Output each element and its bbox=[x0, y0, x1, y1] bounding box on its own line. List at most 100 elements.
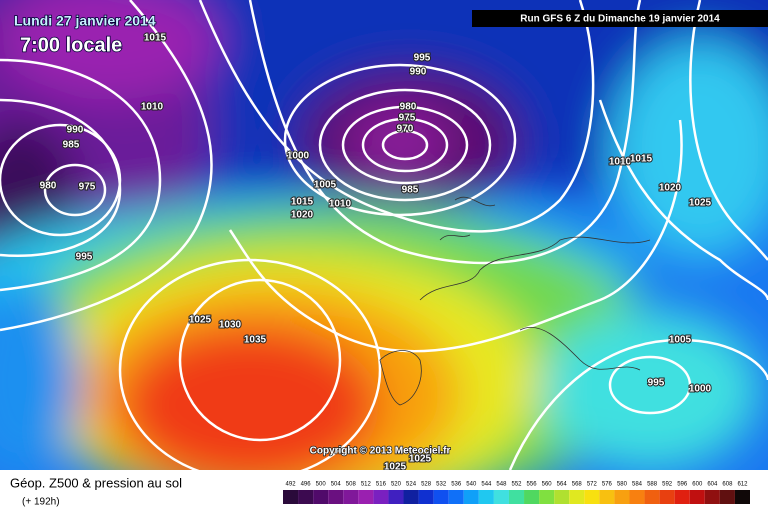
legend-value: 600 bbox=[692, 482, 703, 488]
isobar-label: 1025 bbox=[409, 454, 432, 465]
legend-swatch bbox=[539, 490, 555, 504]
isobar-label: 1015 bbox=[291, 197, 314, 208]
legend-value: 496 bbox=[301, 482, 312, 488]
legend-value: 564 bbox=[557, 482, 568, 488]
legend-value: 580 bbox=[617, 482, 628, 488]
isobar-label: 1020 bbox=[291, 210, 314, 221]
isobar-label: 970 bbox=[397, 124, 414, 135]
isobar-label: 1025 bbox=[689, 198, 712, 209]
isobar-label: 1005 bbox=[669, 335, 692, 346]
legend-value: 516 bbox=[376, 482, 387, 488]
legend-swatch bbox=[614, 490, 630, 504]
legend-value: 584 bbox=[632, 482, 643, 488]
legend-swatch bbox=[283, 490, 299, 504]
isobar-label: 980 bbox=[400, 102, 417, 113]
isobar-label: 1010 bbox=[141, 102, 164, 113]
legend-swatch bbox=[448, 490, 464, 504]
isobar-label: 1020 bbox=[659, 183, 682, 194]
legend-swatch bbox=[478, 490, 494, 504]
legend-swatch bbox=[719, 490, 735, 504]
isobar-label: 1030 bbox=[219, 320, 242, 331]
legend-swatch bbox=[418, 490, 434, 504]
isobar-label: 1010 bbox=[329, 199, 352, 210]
run-box bbox=[472, 10, 768, 27]
legend-swatch bbox=[493, 490, 509, 504]
legend-value: 528 bbox=[421, 482, 432, 488]
isobar-label: 975 bbox=[399, 113, 416, 124]
legend-value: 544 bbox=[481, 482, 492, 488]
legend-value: 540 bbox=[466, 482, 477, 488]
copyright: Copyright © 2013 Meteociel.fr bbox=[310, 446, 451, 457]
isobar-label: 1015 bbox=[144, 33, 167, 44]
legend-value: 612 bbox=[737, 482, 748, 488]
legend-value: 592 bbox=[662, 482, 673, 488]
legend-value: 520 bbox=[391, 482, 402, 488]
isobar-label: 985 bbox=[63, 140, 80, 151]
legend-swatch bbox=[373, 490, 389, 504]
isobar-label: 995 bbox=[648, 378, 665, 389]
isobars bbox=[0, 0, 768, 470]
legend-value: 560 bbox=[542, 482, 553, 488]
footer-title: Géop. Z500 & pression au sol bbox=[10, 475, 182, 490]
legend-swatch bbox=[734, 490, 750, 504]
legend-swatch bbox=[524, 490, 540, 504]
legend-value: 500 bbox=[316, 482, 327, 488]
isobar-label: 1035 bbox=[244, 335, 267, 346]
legend-swatch bbox=[704, 490, 720, 504]
isobar-label: 975 bbox=[79, 182, 96, 193]
lead-time: (+ 192h) bbox=[22, 497, 60, 508]
legend-swatch bbox=[554, 490, 570, 504]
legend-swatch bbox=[403, 490, 419, 504]
legend-value: 568 bbox=[572, 482, 583, 488]
isobar-label: 1025 bbox=[189, 315, 212, 326]
coastlines bbox=[379, 196, 651, 406]
legend-swatch bbox=[629, 490, 645, 504]
legend-swatch bbox=[674, 490, 690, 504]
legend-value: 524 bbox=[406, 482, 417, 488]
isobar-label: 980 bbox=[40, 181, 57, 192]
run-info: Run GFS 6 Z du Dimanche 19 janvier 2014 bbox=[520, 14, 720, 25]
isobar-label: 1010 bbox=[609, 157, 632, 168]
legend-swatch bbox=[644, 490, 660, 504]
color-legend: 492 496 500 504 508 512 516 520 524 528 532 536 540 5… bbox=[283, 482, 750, 504]
legend-value: 548 bbox=[496, 482, 507, 488]
legend-value: 532 bbox=[436, 482, 447, 488]
legend-value: 608 bbox=[722, 482, 733, 488]
legend-value: 504 bbox=[331, 482, 342, 488]
legend-swatch bbox=[508, 490, 525, 504]
legend-swatch bbox=[584, 490, 600, 504]
isobar-label: 1000 bbox=[689, 384, 712, 395]
isobar-label: 1025 bbox=[384, 462, 407, 473]
date: Lundi 27 janvier 2014 bbox=[14, 13, 156, 29]
legend-swatch bbox=[569, 490, 585, 504]
legend-value: 572 bbox=[587, 482, 598, 488]
isobar-label: 1015 bbox=[630, 154, 653, 165]
legend-value: 588 bbox=[647, 482, 658, 488]
isobar-label: 1005 bbox=[314, 180, 337, 191]
legend-swatch bbox=[358, 490, 374, 504]
legend-swatch bbox=[343, 490, 359, 504]
legend-swatch bbox=[313, 490, 329, 504]
legend-swatch bbox=[599, 490, 615, 504]
legend-swatch bbox=[463, 490, 479, 504]
isobar-label: 1000 bbox=[287, 151, 310, 162]
legend-swatch bbox=[388, 490, 404, 504]
legend-swatch bbox=[433, 490, 449, 504]
isobar-label: 995 bbox=[414, 53, 431, 64]
isobar-label: 995 bbox=[76, 252, 93, 263]
legend-value: 596 bbox=[677, 482, 688, 488]
legend-swatch bbox=[689, 490, 705, 504]
legend-value: 552 bbox=[511, 482, 522, 488]
legend-swatch bbox=[298, 490, 314, 504]
local-time: 7:00 locale bbox=[20, 34, 122, 56]
legend-value: 604 bbox=[707, 482, 718, 488]
legend-value: 492 bbox=[286, 482, 297, 488]
isobar-label: 990 bbox=[67, 125, 84, 136]
legend-value: 536 bbox=[451, 482, 462, 488]
legend-value: 556 bbox=[527, 482, 538, 488]
isobar-label: 985 bbox=[402, 185, 419, 196]
isobar-label: 990 bbox=[410, 67, 427, 78]
